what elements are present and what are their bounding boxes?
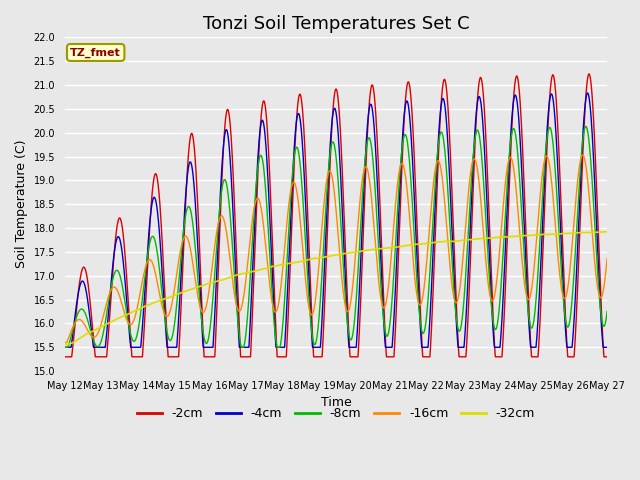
Line: -2cm: -2cm	[65, 74, 607, 357]
-4cm	[584, 90, 591, 96]
-4cm	[61, 344, 68, 350]
-32cm	[61, 341, 68, 347]
-2cm	[123, 276, 131, 281]
-8cm	[123, 311, 131, 316]
-16cm	[534, 218, 542, 224]
Line: -8cm: -8cm	[65, 126, 607, 347]
-2cm	[593, 185, 600, 191]
Line: -32cm: -32cm	[65, 232, 607, 345]
-16cm	[579, 152, 586, 158]
-32cm	[604, 229, 611, 235]
-4cm	[123, 298, 131, 304]
-32cm	[534, 232, 542, 238]
-2cm	[292, 120, 300, 126]
-8cm	[582, 123, 589, 129]
-8cm	[155, 262, 163, 268]
-16cm	[155, 288, 163, 294]
Title: Tonzi Soil Temperatures Set C: Tonzi Soil Temperatures Set C	[203, 15, 469, 33]
Line: -4cm: -4cm	[65, 93, 607, 347]
-8cm	[534, 269, 542, 275]
-8cm	[269, 302, 276, 308]
-32cm	[593, 229, 600, 235]
-2cm	[269, 251, 276, 256]
-16cm	[269, 303, 276, 309]
-8cm	[604, 309, 611, 314]
Text: TZ_fmet: TZ_fmet	[70, 48, 121, 58]
-8cm	[61, 344, 68, 350]
-32cm	[292, 260, 300, 265]
-16cm	[292, 186, 300, 192]
-32cm	[61, 342, 69, 348]
-4cm	[269, 283, 276, 289]
-32cm	[269, 264, 277, 269]
-16cm	[61, 340, 68, 346]
-4cm	[593, 223, 600, 229]
Legend: -2cm, -4cm, -8cm, -16cm, -32cm: -2cm, -4cm, -8cm, -16cm, -32cm	[132, 402, 540, 425]
-2cm	[534, 354, 542, 360]
-16cm	[593, 277, 600, 283]
-2cm	[61, 354, 68, 360]
-8cm	[292, 144, 300, 150]
-2cm	[585, 71, 593, 77]
-2cm	[604, 354, 611, 360]
Line: -16cm: -16cm	[65, 155, 607, 343]
-4cm	[155, 224, 163, 229]
-8cm	[593, 253, 600, 259]
Y-axis label: Soil Temperature (C): Soil Temperature (C)	[15, 140, 28, 268]
-32cm	[123, 312, 131, 318]
-4cm	[604, 344, 611, 350]
-4cm	[292, 120, 300, 125]
-2cm	[155, 189, 163, 195]
-4cm	[534, 317, 542, 323]
X-axis label: Time: Time	[321, 396, 351, 409]
-32cm	[156, 298, 163, 304]
-16cm	[123, 317, 131, 323]
-16cm	[604, 256, 611, 262]
